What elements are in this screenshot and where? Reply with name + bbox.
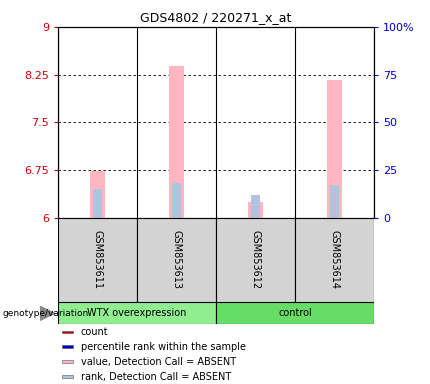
Bar	[62, 360, 73, 363]
Bar	[62, 346, 73, 348]
Text: value, Detection Call = ABSENT: value, Detection Call = ABSENT	[81, 357, 236, 367]
Bar	[58, 218, 137, 302]
Bar	[169, 66, 184, 218]
Title: GDS4802 / 220271_x_at: GDS4802 / 220271_x_at	[140, 11, 292, 24]
Bar	[58, 302, 216, 324]
Text: GSM853611: GSM853611	[92, 230, 103, 290]
Bar	[137, 218, 216, 302]
Bar	[90, 171, 104, 218]
Text: WTX overexpression: WTX overexpression	[87, 308, 187, 318]
Bar	[62, 375, 73, 378]
Bar	[251, 195, 260, 218]
Text: percentile rank within the sample: percentile rank within the sample	[81, 342, 246, 352]
Bar	[172, 184, 181, 218]
Bar	[249, 202, 263, 218]
Bar	[216, 218, 295, 302]
Text: GSM853612: GSM853612	[251, 230, 261, 290]
Bar	[62, 331, 73, 333]
Polygon shape	[40, 306, 56, 321]
Bar	[93, 189, 102, 218]
Text: GSM853614: GSM853614	[329, 230, 340, 290]
Text: control: control	[278, 308, 312, 318]
Bar	[328, 80, 342, 218]
Bar	[330, 185, 339, 218]
Text: rank, Detection Call = ABSENT: rank, Detection Call = ABSENT	[81, 372, 231, 382]
Text: genotype/variation: genotype/variation	[2, 309, 89, 318]
Text: GSM853613: GSM853613	[172, 230, 181, 290]
Bar	[295, 218, 374, 302]
Bar	[216, 302, 374, 324]
Text: count: count	[81, 327, 108, 337]
